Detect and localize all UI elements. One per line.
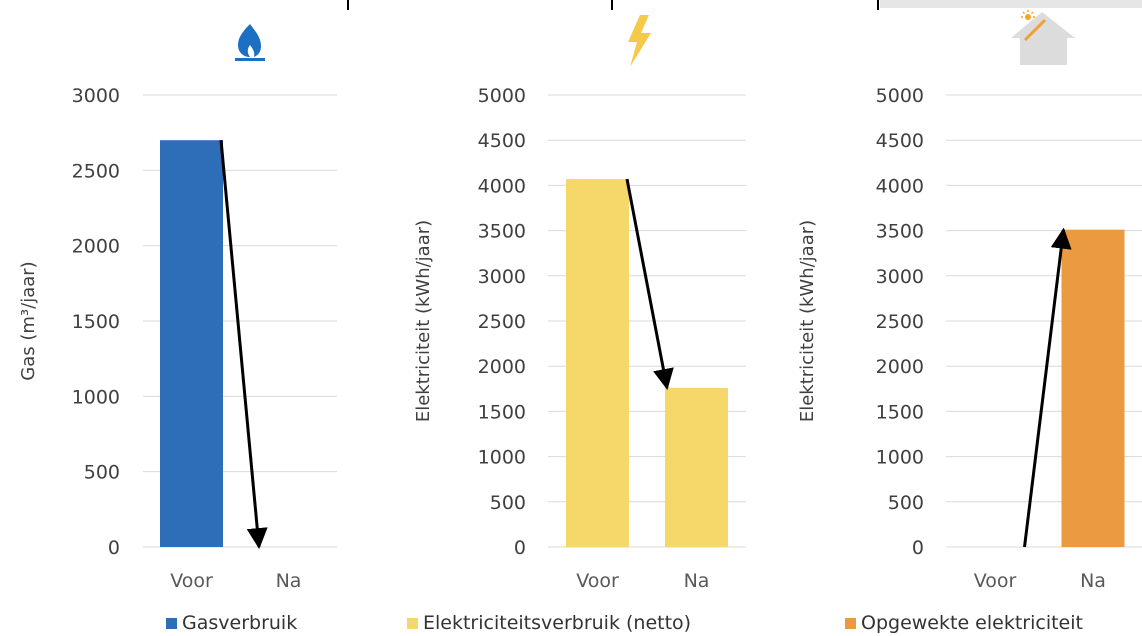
y-tick-label: 3500 <box>478 221 526 243</box>
y-tick-label: 1500 <box>72 311 120 333</box>
y-tick-label: 1500 <box>478 401 526 423</box>
legend-label: Gasverbruik <box>182 612 298 634</box>
y-tick-label: 2000 <box>876 356 924 378</box>
x-tick-label: Voor <box>974 570 1017 592</box>
y-tick-label: 500 <box>84 462 120 484</box>
solar-house-icon <box>1011 10 1075 65</box>
y-tick-label: 500 <box>888 492 924 514</box>
chart-panel-2: 0 500 1000 1500 2000 2500 3000 3500 4000 4500 5000… <box>413 85 746 592</box>
y-tick-label: 3500 <box>876 221 924 243</box>
y-tick-label: 3000 <box>876 266 924 288</box>
trend-arrow <box>625 178 674 390</box>
y-tick-label: 4000 <box>876 175 924 197</box>
bar-na <box>665 387 728 547</box>
y-tick-label: 0 <box>108 537 120 559</box>
y-tick-label: 5000 <box>876 85 924 107</box>
bar-na <box>1061 229 1125 548</box>
chart-panel-3: 0 500 1000 1500 2000 2500 3000 3500 4000 4500 5000… <box>797 85 1142 592</box>
panel-header-strip <box>880 0 1142 8</box>
y-tick-label: 1000 <box>72 386 120 408</box>
y-axis-label: Elektriciteit (kWh/jaar) <box>797 220 818 422</box>
y-axis-label: Elektriciteit (kWh/jaar) <box>413 220 434 422</box>
y-tick-label: 3000 <box>478 266 526 288</box>
legend-gas: Gasverbruik <box>166 612 297 634</box>
y-tick-label: 2500 <box>478 311 526 333</box>
y-tick-label: 4000 <box>478 175 526 197</box>
legend-generated: Opgewekte elektriciteit <box>845 612 1083 634</box>
y-tick-label: 3000 <box>72 85 120 107</box>
y-tick-label: 2000 <box>478 356 526 378</box>
legend-swatch <box>407 617 418 629</box>
y-tick-label: 1500 <box>876 401 924 423</box>
x-tick-label: Na <box>684 570 710 592</box>
y-tick-label: 0 <box>912 537 924 559</box>
trend-arrow <box>219 140 268 550</box>
y-tick-label: 1000 <box>876 447 924 469</box>
y-tick-label: 0 <box>514 537 526 559</box>
y-tick-label: 2000 <box>72 236 120 258</box>
chart-panel-1: 0 500 1000 1500 2000 2500 3000 Gas (m³/jaar) Voo… <box>18 85 337 592</box>
legend-swatch <box>845 617 856 629</box>
y-tick-label: 1000 <box>478 447 526 469</box>
y-tick-label: 4500 <box>876 130 924 152</box>
gas-flame-icon <box>235 24 265 61</box>
x-tick-label: Voor <box>576 570 619 592</box>
x-tick-label: Na <box>276 570 302 592</box>
x-tick-label: Voor <box>170 570 213 592</box>
y-tick-label: 500 <box>490 492 526 514</box>
legend-label: Opgewekte elektriciteit <box>861 612 1083 634</box>
bar-voor <box>566 179 629 547</box>
y-tick-label: 5000 <box>478 85 526 107</box>
legend-label: Elektriciteitsverbruik (netto) <box>423 612 692 634</box>
y-tick-label: 2500 <box>72 160 120 182</box>
x-tick-label: Na <box>1080 570 1106 592</box>
y-axis-label: Gas (m³/jaar) <box>18 261 39 380</box>
bar-voor <box>160 140 223 547</box>
y-tick-label: 2500 <box>876 311 924 333</box>
legend-electricity: Elektriciteitsverbruik (netto) <box>407 612 691 634</box>
trend-arrow <box>1023 227 1072 548</box>
lightning-icon <box>628 15 651 67</box>
y-tick-label: 4500 <box>478 130 526 152</box>
legend-swatch <box>166 617 177 629</box>
